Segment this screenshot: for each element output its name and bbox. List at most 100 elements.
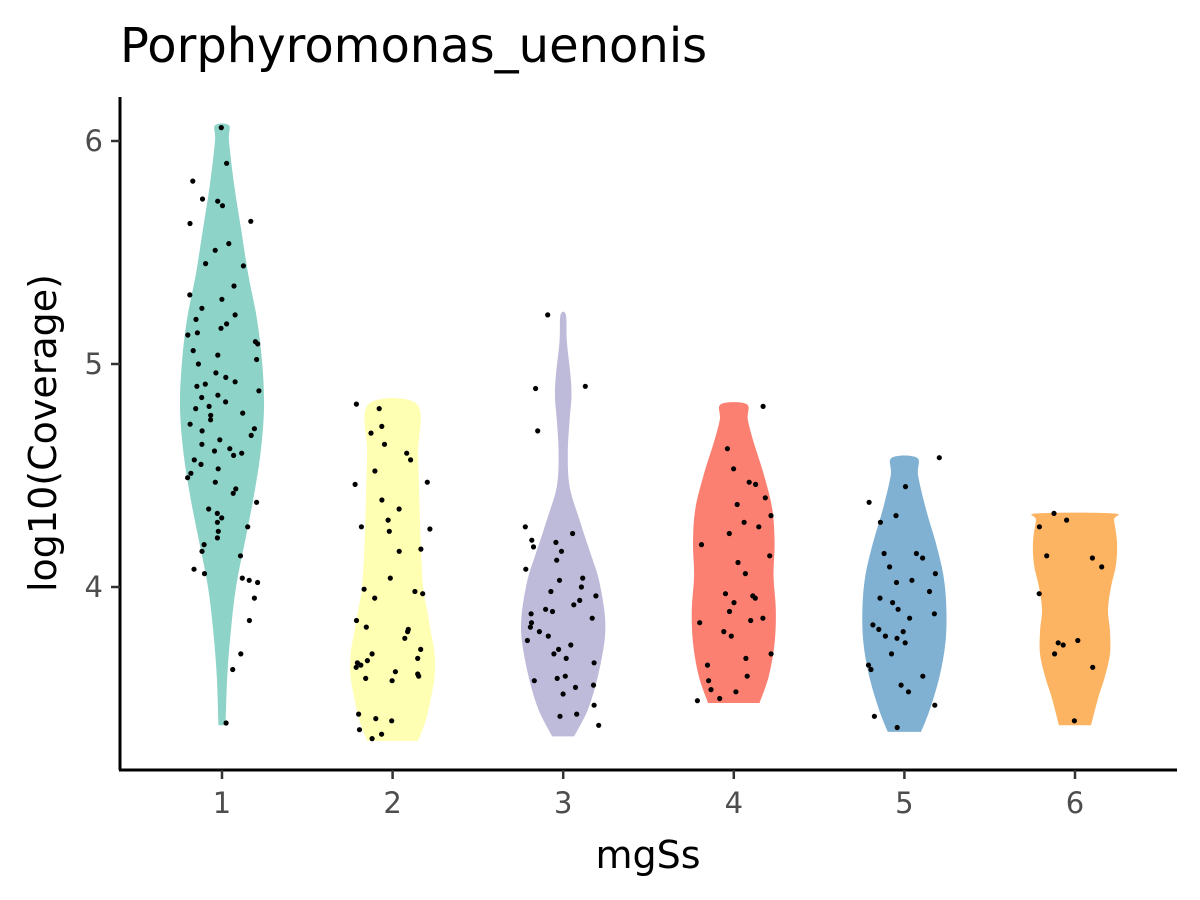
data-point-1-49 [211,448,218,454]
data-point-3-1 [582,383,588,389]
data-point-5-8 [887,564,893,570]
data-point-5-1 [902,484,909,490]
data-point-6-6 [1036,591,1042,597]
data-point-3-26 [545,633,551,639]
violin-1 [179,123,265,726]
data-point-1-63 [219,515,225,521]
y-axis-ticks: 4 5 6 [85,124,120,604]
data-point-5-13 [877,595,883,601]
data-point-1-14 [219,296,225,302]
data-point-4-12 [767,553,773,559]
data-point-4-6 [734,501,740,508]
data-point-1-0 [218,125,224,131]
data-point-1-16 [232,312,238,318]
data-point-4-19 [726,608,733,615]
y-tick-label-6: 6 [85,124,103,158]
data-point-3-33 [562,673,568,679]
data-point-5-19 [876,626,882,633]
data-point-2-26 [405,629,411,635]
data-point-2-8 [424,479,430,485]
data-point-5-30 [932,702,938,708]
data-point-6-1 [1064,517,1070,523]
data-point-1-7 [248,218,254,224]
data-point-5-26 [868,666,874,673]
data-point-6-4 [1089,555,1095,561]
data-point-1-32 [194,383,200,389]
data-point-1-3 [199,196,206,202]
data-point-1-37 [206,403,212,409]
data-point-5-25 [865,662,872,668]
data-point-1-29 [223,374,229,380]
data-point-1-33 [256,388,262,394]
data-point-1-36 [223,399,229,405]
data-point-1-8 [226,241,232,247]
data-point-3-24 [527,624,534,630]
data-point-3-31 [563,655,569,662]
data-point-4-23 [721,629,727,635]
data-point-3-15 [548,588,554,595]
data-point-3-14 [578,584,585,590]
data-point-3-18 [571,602,577,608]
data-point-5-31 [871,713,878,719]
data-point-1-42 [187,421,193,427]
x-axis-title: mgSs [595,833,700,877]
data-point-2-27 [402,635,408,641]
data-point-3-8 [530,544,537,550]
data-point-3-3 [535,428,541,434]
data-point-5-21 [882,633,889,639]
data-point-1-48 [227,446,233,452]
data-point-2-0 [353,401,359,407]
data-point-3-10 [554,557,560,563]
data-point-1-56 [185,475,191,481]
data-point-3-16 [593,593,599,599]
data-point-6-3 [1044,553,1050,559]
data-point-2-37 [416,673,422,679]
data-point-3-39 [591,702,597,708]
data-point-2-21 [420,591,426,597]
data-point-5-16 [931,611,938,617]
data-point-1-35 [199,394,205,401]
data-point-6-2 [1036,524,1042,530]
data-point-3-30 [551,651,557,657]
data-point-1-69 [199,548,205,554]
data-point-4-5 [762,495,768,501]
data-point-1-59 [230,490,236,496]
data-point-5-18 [870,622,876,628]
data-point-1-74 [246,577,252,583]
data-point-1-4 [215,198,221,204]
data-point-1-50 [239,450,245,456]
x-tick-label-6: 6 [1066,786,1084,820]
data-point-5-24 [888,651,895,657]
data-point-2-34 [353,664,359,670]
data-point-1-53 [198,461,204,467]
data-point-2-24 [363,624,369,630]
data-point-3-12 [580,575,586,581]
data-point-1-78 [238,651,244,657]
data-point-3-23 [528,620,535,626]
violin-2 [350,398,436,741]
violin-6 [1031,512,1119,726]
data-point-1-80 [223,720,229,726]
data-point-1-72 [201,571,208,577]
data-point-3-7 [553,539,559,546]
data-point-4-33 [694,698,701,704]
data-point-5-15 [895,606,901,612]
data-point-2-39 [389,678,395,684]
data-point-5-7 [920,555,926,561]
data-point-5-27 [920,673,926,679]
data-point-5-20 [900,629,906,635]
data-point-2-13 [358,524,364,530]
data-point-4-32 [717,695,723,702]
data-point-2-5 [404,450,410,456]
data-point-2-3 [368,430,374,436]
violin-layer [179,123,1119,741]
data-point-2-14 [427,526,433,532]
data-point-6-12 [1071,718,1077,724]
data-point-1-43 [251,426,257,432]
data-point-3-32 [591,660,597,666]
data-point-2-33 [358,662,364,668]
data-point-3-29 [556,646,562,653]
data-point-5-23 [902,640,908,646]
data-point-6-8 [1055,640,1061,646]
